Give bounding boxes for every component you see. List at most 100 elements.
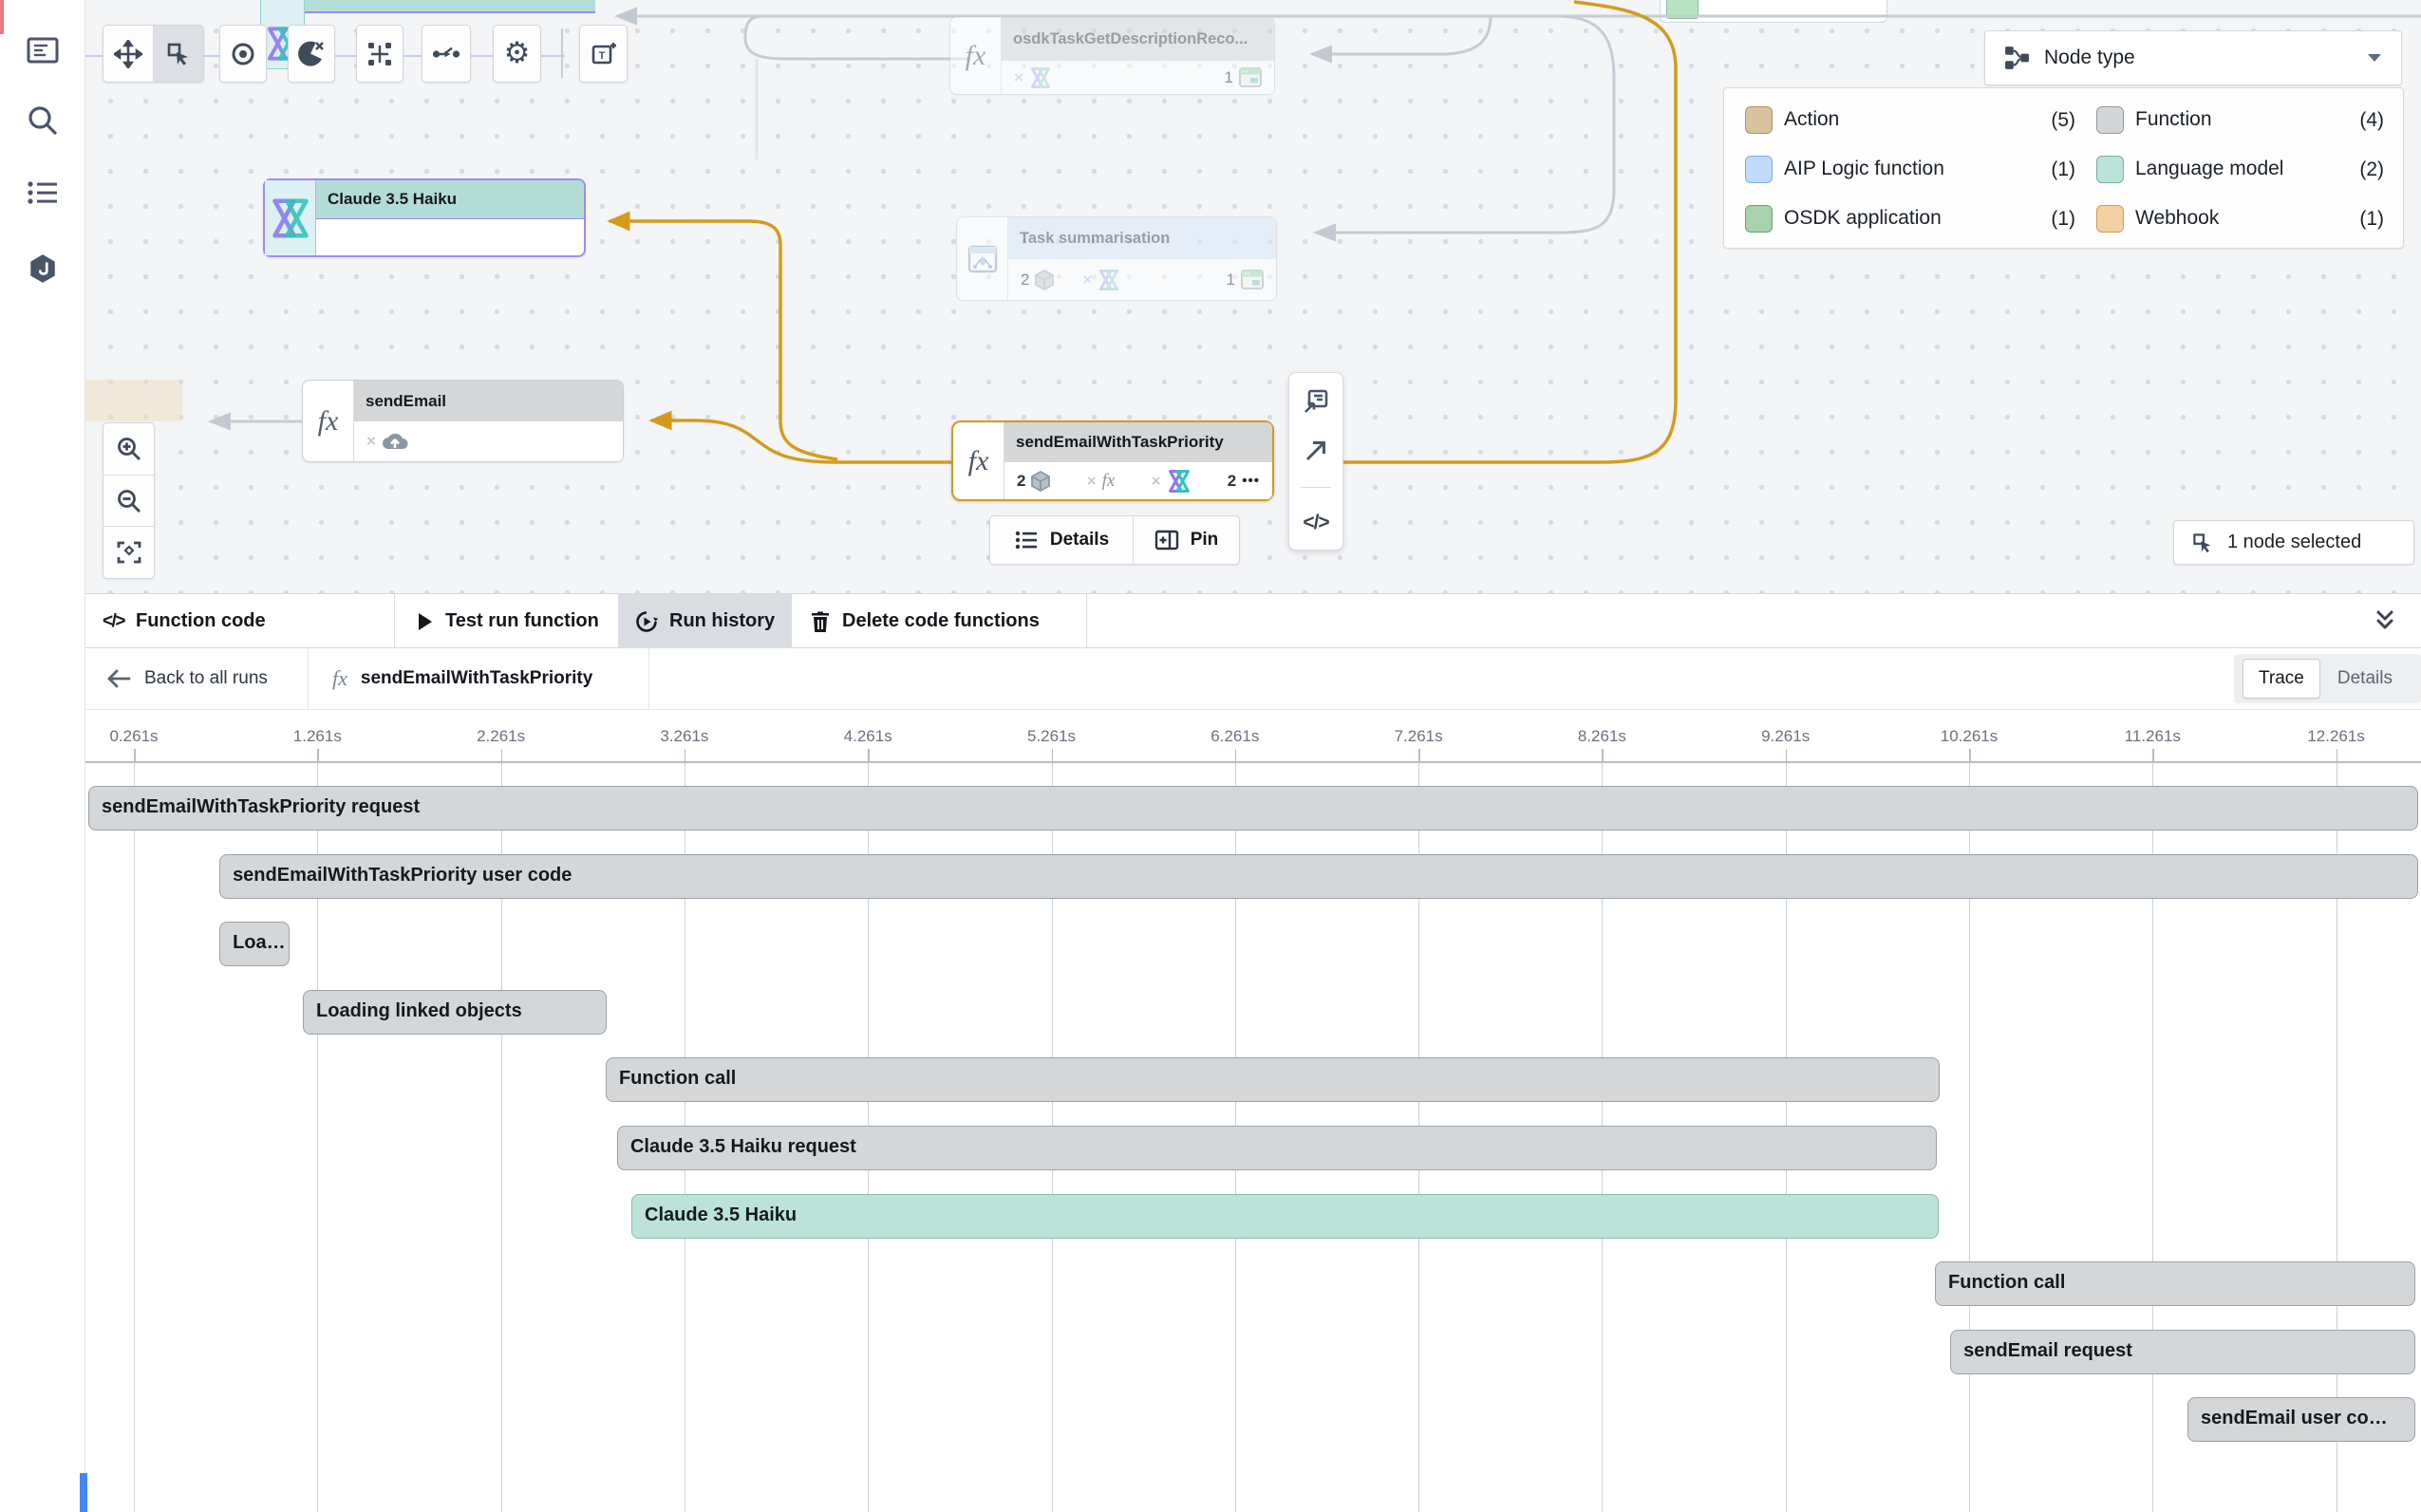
trace-span-label: Claude 3.5 Haiku — [645, 1204, 798, 1225]
axis-tick — [1785, 749, 1788, 761]
trace-span-bar[interactable]: sendEmailWithTaskPriority request — [88, 786, 2419, 831]
run-breadcrumb-row: Back to all runs fx sendEmailWithTaskPri… — [85, 648, 2421, 710]
zoom-in-button[interactable] — [103, 423, 154, 476]
trace-span-bar[interactable]: Loading linked objects — [303, 989, 607, 1035]
object-cube-icon — [1031, 470, 1051, 492]
zoom-fit-button[interactable] — [103, 527, 154, 578]
pie-filter-button[interactable] — [288, 25, 335, 83]
time-tick-label: 4.261s — [843, 727, 892, 745]
language-model-logo-icon — [1029, 66, 1052, 89]
view-code-button[interactable]: </> — [1303, 511, 1329, 533]
selection-status-badge[interactable]: 1 node selected — [2173, 520, 2414, 565]
sidebar-item-objects[interactable] — [23, 249, 63, 289]
tab-function-code[interactable]: </> Function code — [103, 610, 266, 631]
canvas-mode-group — [103, 25, 204, 83]
pie-chart-x-icon — [297, 40, 326, 68]
time-tick-label: 11.261s — [2124, 727, 2181, 745]
language-model-logo-icon — [1167, 469, 1192, 494]
settings-button[interactable]: ⚙ — [493, 25, 541, 83]
node-claude-haiku[interactable]: Claude 3.5 Haiku — [263, 178, 586, 257]
legend-swatch — [2096, 204, 2124, 233]
open-in-panel-button[interactable] — [1303, 388, 1329, 415]
axis-tick — [2336, 749, 2338, 761]
trace-span-label: Function call — [618, 1068, 737, 1090]
time-tick-label: 5.261s — [1026, 727, 1077, 745]
back-to-all-runs-link[interactable]: Back to all runs — [99, 648, 275, 709]
tab-delete-code-functions[interactable]: Delete code functions — [793, 594, 1057, 648]
legend-swatch — [1745, 204, 1773, 233]
select-tool-button[interactable] — [153, 26, 203, 82]
node-send-email-with-task-priority[interactable]: fx sendEmailWithTaskPriority 2 × fx × — [951, 420, 1274, 501]
focus-tool-button[interactable] — [219, 25, 267, 83]
svg-text:T: T — [598, 50, 605, 62]
merge-tool-button[interactable] — [422, 25, 471, 83]
axis-tick — [1969, 749, 1971, 761]
function-panel: </> Function code Test run function — [85, 593, 2421, 1512]
language-model-logo-icon — [1098, 269, 1120, 291]
run-history-icon — [635, 610, 658, 633]
trace-span-bar[interactable]: Claude 3.5 Haiku request — [616, 1126, 1938, 1170]
run-function-name: fx sendEmailWithTaskPriority — [332, 666, 593, 690]
timeline-gridline — [2152, 763, 2154, 1512]
axis-tick — [1418, 749, 1420, 761]
node-osdk-task[interactable]: fx osdkTaskGetDescriptionReco... × 1 — [949, 16, 1275, 95]
node-title: Claude 3.5 Haiku — [316, 180, 584, 219]
pipeline-layout-icon — [366, 40, 394, 68]
time-tick-label: 3.261s — [660, 727, 709, 745]
trace-span-bar[interactable]: Function call — [605, 1057, 1941, 1103]
panel-card-icon — [27, 36, 59, 65]
time-tick-label: 0.261s — [109, 727, 159, 745]
details-button[interactable]: Details — [990, 516, 1133, 564]
node-task-summarisation[interactable]: Task summarisation 2 × 1 — [956, 216, 1277, 301]
timeline-gridline — [317, 763, 319, 1512]
trace-span-bar[interactable]: sendEmailWithTaskPriority user code — [219, 853, 2419, 899]
timeline-gridline — [1969, 763, 1970, 1512]
add-text-button[interactable]: T — [579, 25, 628, 83]
sidebar-item-list[interactable] — [23, 173, 63, 213]
trace-span-bar[interactable]: Function call — [1935, 1261, 2416, 1307]
trace-span-layer: sendEmailWithTaskPriority request sendEma… — [85, 763, 2421, 1512]
window-badge-icon — [1239, 67, 1262, 87]
panel-tab-bar: </> Function code Test run function — [85, 593, 2421, 648]
collapse-panel-button[interactable] — [2372, 607, 2398, 634]
timeline-gridline — [134, 763, 135, 1512]
zoom-out-button[interactable] — [103, 476, 154, 528]
partial-node-top-right[interactable] — [1660, 0, 1887, 23]
node-type-dropdown[interactable]: Node type — [1984, 30, 2402, 85]
function-icon: fx — [950, 17, 1002, 94]
axis-tick — [317, 749, 319, 761]
node-send-email[interactable]: fx sendEmail × — [302, 380, 624, 462]
time-tick-label: 8.261s — [1577, 727, 1626, 745]
trace-span-bar[interactable]: Claude 3.5 Haiku — [631, 1193, 1939, 1239]
time-tick-label: 12.261s — [2307, 727, 2365, 745]
target-icon — [230, 41, 256, 67]
partial-node-left[interactable] — [85, 380, 182, 421]
open-link-button[interactable] — [1304, 439, 1328, 463]
node-title: sendEmail — [354, 381, 623, 421]
legend-swatch — [2096, 105, 2124, 134]
toggle-trace-button[interactable]: Trace — [2243, 659, 2320, 699]
trace-span-bar[interactable]: sendEmail user co… — [2187, 1397, 2416, 1443]
pin-button[interactable]: Pin — [1133, 516, 1239, 564]
axis-tick — [2152, 749, 2154, 761]
toolbar-divider — [561, 28, 563, 78]
pan-tool-button[interactable] — [103, 26, 153, 82]
trace-span-label: Loading linked objects — [316, 999, 522, 1021]
graph-canvas[interactable]: ⚙ T fx osdkTaskGetDescriptionReco... × — [85, 0, 2421, 593]
time-tick-label: 1.261s — [292, 727, 342, 745]
zoom-control-group — [103, 422, 155, 579]
legend-item-aip-logic: AIP Logic function — [1745, 155, 1944, 183]
toggle-details-button[interactable]: Details — [2337, 668, 2393, 688]
sidebar-item-search[interactable] — [23, 101, 63, 140]
sidebar-item-overview[interactable] — [23, 30, 63, 70]
scrollbar-thumb[interactable] — [80, 1473, 87, 1512]
tab-test-run-function[interactable]: Test run function — [400, 594, 616, 648]
function-icon: fx — [953, 422, 1004, 499]
trace-span-label: Function call — [1948, 1272, 2066, 1294]
trace-gantt-area[interactable]: sendEmailWithTaskPriority request sendEma… — [85, 763, 2421, 1512]
tab-run-history[interactable]: Run history — [618, 594, 793, 648]
trace-span-bar[interactable]: sendEmail request — [1950, 1329, 2416, 1374]
layout-tool-button[interactable] — [356, 25, 404, 83]
trace-span-bar[interactable]: Loa… — [219, 922, 291, 967]
trace-span-label: sendEmail request — [1963, 1339, 2132, 1361]
